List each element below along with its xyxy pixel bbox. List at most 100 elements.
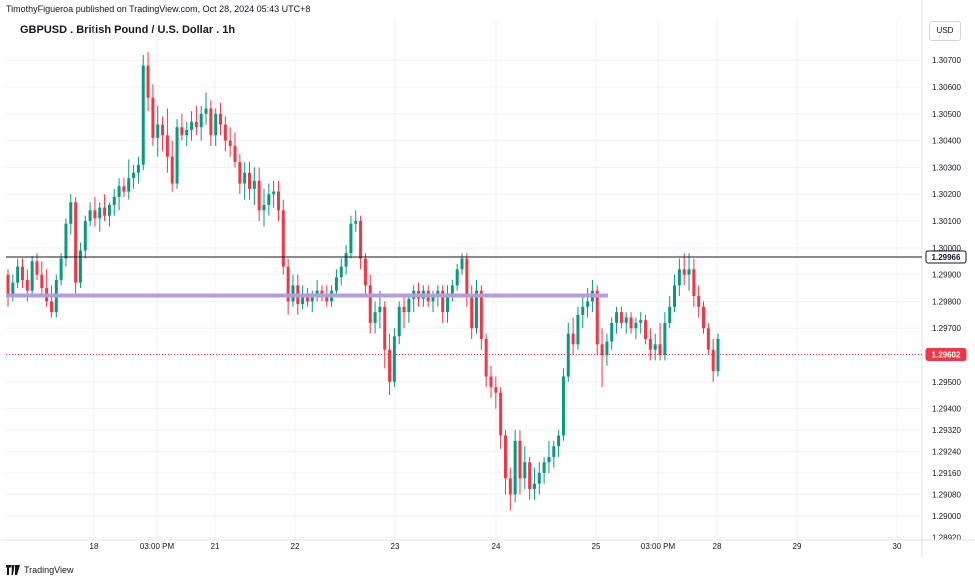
y-tick-label: 1.30300 xyxy=(932,163,961,172)
candle-body xyxy=(175,127,179,184)
candle-body xyxy=(711,349,715,372)
candle-body xyxy=(484,338,488,377)
candle-body xyxy=(122,186,126,192)
candle-body xyxy=(528,462,532,490)
candle-body xyxy=(214,113,218,136)
y-tick-label: 1.30000 xyxy=(932,244,961,253)
candle-body xyxy=(557,435,561,447)
candle-body xyxy=(639,320,643,323)
candle-body xyxy=(170,156,174,184)
x-tick-label: 25 xyxy=(592,542,601,551)
candle-body xyxy=(436,290,440,297)
candle-body xyxy=(93,210,97,219)
chart-title: GBPUSD . British Pound / U.S. Dollar . 1… xyxy=(20,24,236,36)
candle-body xyxy=(276,191,280,211)
candle-body xyxy=(315,290,319,297)
candle-body xyxy=(499,392,503,436)
currency-button[interactable]: USD xyxy=(929,21,961,41)
candle-body xyxy=(644,320,648,339)
candle-body xyxy=(88,210,92,222)
candle-body xyxy=(185,129,189,136)
x-tick-label: 29 xyxy=(793,542,802,551)
candle-body xyxy=(682,269,686,275)
candle-body xyxy=(359,221,363,259)
candle-body xyxy=(301,293,305,305)
candle-body xyxy=(233,145,237,163)
time-axis[interactable]: 18 03:00 PM 21 22 23 24 25 03:00 PM 28 29 30 xyxy=(0,539,975,551)
candles xyxy=(6,52,720,511)
tradingview-footer[interactable]: TradingView xyxy=(6,563,74,577)
price-level-label: 1.29602 xyxy=(932,351,961,360)
y-tick-label: 1.30100 xyxy=(932,217,961,226)
y-tick-label: 1.29700 xyxy=(932,324,961,333)
y-tick-label: 1.28920 xyxy=(932,533,961,542)
candle-body xyxy=(243,172,247,184)
candle-body xyxy=(107,204,111,216)
candle-body xyxy=(368,285,372,323)
price-axis[interactable]: 1.30700 1.30600 1.30500 1.30400 1.30300 1.302… xyxy=(921,0,961,558)
candle-body xyxy=(706,328,710,350)
candle-body xyxy=(489,376,493,388)
candle-body xyxy=(595,290,599,345)
candle-body xyxy=(392,336,396,382)
y-tick-label: 1.29500 xyxy=(932,378,961,387)
candle-body xyxy=(552,446,556,457)
candle-body xyxy=(180,127,184,136)
publisher-header: TimothyFigueroa published on TradingView… xyxy=(6,4,311,14)
candle-body xyxy=(615,312,619,323)
y-tick-label: 1.30600 xyxy=(932,83,961,92)
x-tick-label: 03:00 PM xyxy=(140,542,175,551)
candle-body xyxy=(334,277,338,291)
candle-body xyxy=(267,194,271,205)
candle-body xyxy=(407,298,411,313)
candle-body xyxy=(136,164,140,173)
price-level-badge xyxy=(925,250,967,264)
candle-body xyxy=(247,172,251,189)
candle-body xyxy=(605,341,609,356)
candle-body xyxy=(450,285,454,294)
candle-body xyxy=(74,202,78,283)
candle-body xyxy=(619,312,623,323)
candle-body xyxy=(219,113,223,125)
horizontal-lines[interactable]: 1.29966 1.29602 xyxy=(6,250,967,362)
candle-body xyxy=(257,180,261,211)
candle-body xyxy=(518,440,522,479)
candle-body xyxy=(600,344,604,356)
x-tick-label: 23 xyxy=(391,542,400,551)
y-tick-label: 1.29320 xyxy=(932,426,961,435)
candle-body xyxy=(402,306,406,313)
x-tick-label: 28 xyxy=(713,542,722,551)
candle-body xyxy=(581,306,585,315)
candle-body xyxy=(702,306,706,329)
candle-body xyxy=(262,204,266,211)
footer-brand: TradingView xyxy=(24,565,74,575)
candle-body xyxy=(30,261,34,291)
candle-body xyxy=(6,274,10,297)
candle-body xyxy=(677,269,681,286)
candle-body xyxy=(532,483,536,490)
candle-body xyxy=(132,172,136,179)
candle-body xyxy=(624,317,628,323)
candle-body xyxy=(470,296,474,329)
candle-body xyxy=(209,108,213,136)
candle-body xyxy=(668,306,672,323)
y-tick-label: 1.30700 xyxy=(932,56,961,65)
x-tick-label: 30 xyxy=(893,542,902,551)
candle-body xyxy=(161,124,165,136)
candle-body xyxy=(378,306,382,313)
candle-body xyxy=(11,282,15,297)
x-tick-label: 03:00 PM xyxy=(641,542,676,551)
x-tick-label: 22 xyxy=(291,542,300,551)
candle-body xyxy=(571,333,575,345)
x-tick-label: 24 xyxy=(492,542,501,551)
candle-body xyxy=(431,296,435,302)
candle-body xyxy=(35,261,39,275)
candle-body xyxy=(64,223,68,259)
y-tick-label: 1.29160 xyxy=(932,469,961,478)
candle-body xyxy=(475,290,479,329)
candle-body xyxy=(523,462,527,479)
candle-body xyxy=(687,269,691,275)
candle-body xyxy=(547,456,551,463)
candle-body xyxy=(223,124,227,141)
